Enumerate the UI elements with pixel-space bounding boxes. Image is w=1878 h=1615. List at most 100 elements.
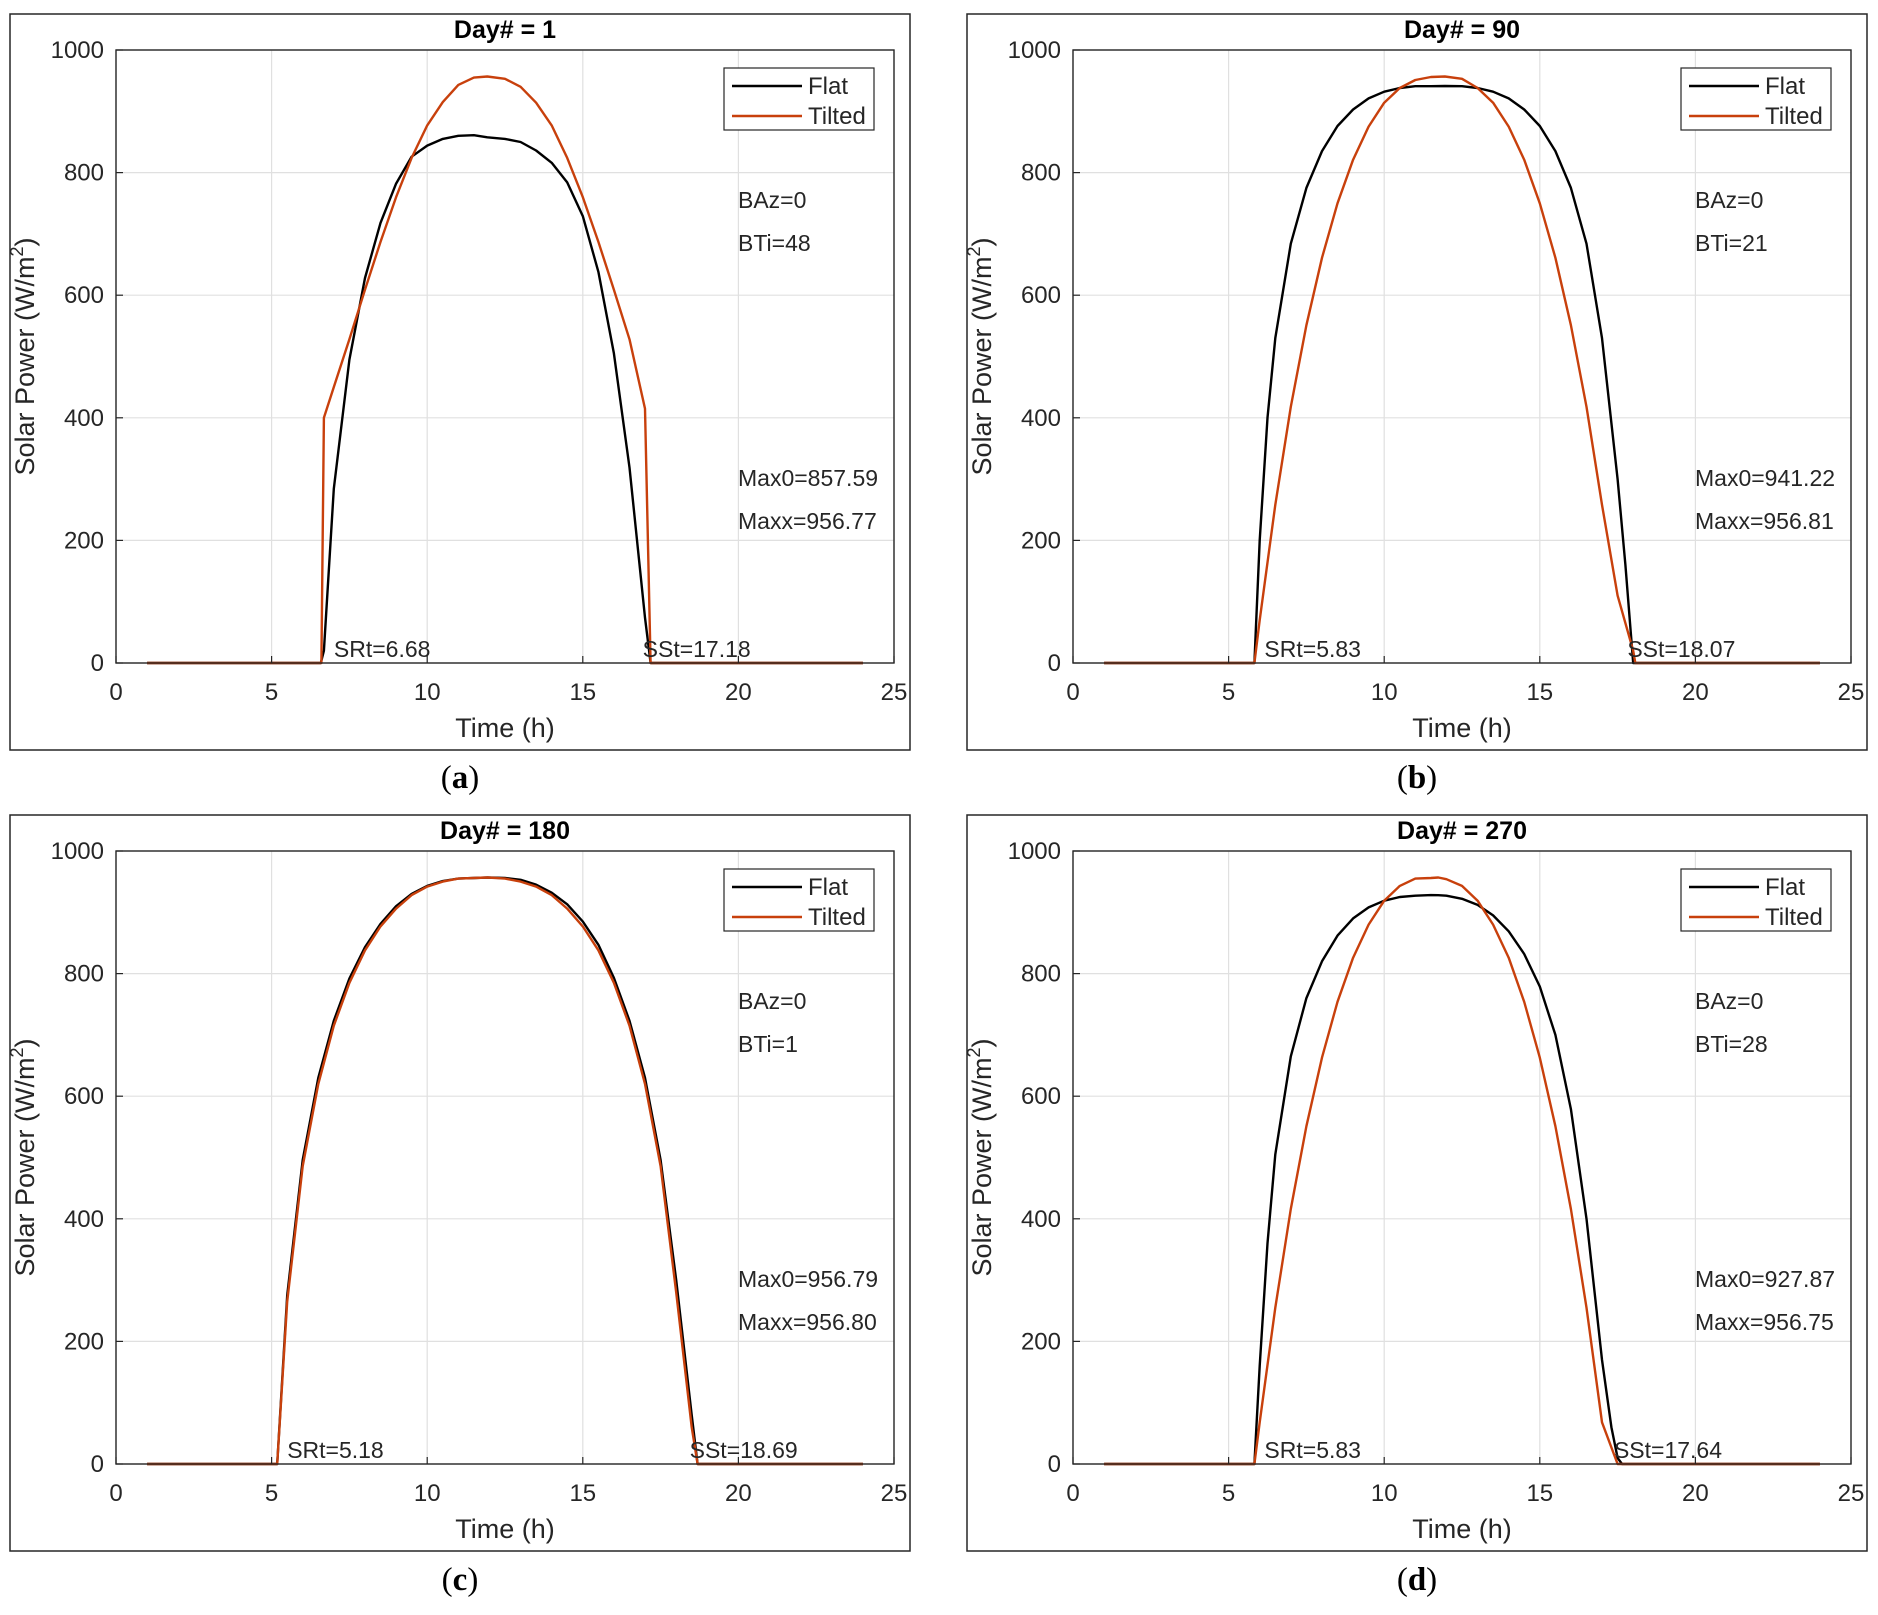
annotation-max0: Max0=941.22 xyxy=(1695,465,1835,491)
y-tick-label: 600 xyxy=(1021,1083,1061,1110)
axes-box xyxy=(115,850,895,1465)
y-axis-label: Solar Power (W/m2) xyxy=(7,1038,40,1276)
annotation-sunset: SSt=17.64 xyxy=(1614,1437,1722,1463)
legend-label-tilted: Tilted xyxy=(1765,904,1823,931)
y-axis-label: Solar Power (W/m2) xyxy=(7,237,40,475)
legend-label-flat: Flat xyxy=(808,874,848,901)
plot-area xyxy=(1073,851,1851,1464)
y-tick-label: 200 xyxy=(64,1328,104,1355)
plot-area xyxy=(116,50,894,663)
chart-title: Day# = 90 xyxy=(1404,16,1520,44)
legend-box xyxy=(723,67,875,131)
annotation-baz: BAz=0 xyxy=(738,187,806,213)
y-axis-label: Solar Power (W/m2) xyxy=(964,237,997,475)
series-line-flat xyxy=(147,133,863,665)
series-line-tilted xyxy=(147,75,863,665)
panel-a: 0 5 10 15 20 25 0 200 400 600 800 1000 Day# = 1 Time … xyxy=(7,13,911,751)
y-tick-label: 800 xyxy=(64,961,104,988)
annotation-sunrise: SRt=6.68 xyxy=(334,636,431,662)
x-tick-label: 25 xyxy=(1838,1480,1865,1507)
y-tick-label: 0 xyxy=(91,1451,104,1478)
annotation-sunset: SSt=18.69 xyxy=(690,1437,798,1463)
panel-caption: (a) xyxy=(441,760,480,796)
x-tick-label: 10 xyxy=(414,1480,441,1507)
x-axis-label: Time (h) xyxy=(1412,1514,1512,1544)
y-tick-label: 1000 xyxy=(1008,838,1061,865)
annotation-sunrise: SRt=5.83 xyxy=(1264,636,1361,662)
x-tick-label: 5 xyxy=(1222,679,1235,706)
y-tick-label: 800 xyxy=(1021,160,1061,187)
y-tick-label: 400 xyxy=(64,1206,104,1233)
series-line-flat xyxy=(1104,893,1820,1466)
panel-caption: (d) xyxy=(1397,1562,1437,1598)
x-axis-label: Time (h) xyxy=(455,713,555,743)
x-tick-label: 20 xyxy=(725,679,752,706)
y-tick-label: 600 xyxy=(64,282,104,309)
legend-box xyxy=(723,868,875,932)
chart-title: Day# = 1 xyxy=(454,16,556,44)
plot-area xyxy=(1073,50,1851,663)
x-tick-label: 20 xyxy=(1682,1480,1709,1507)
y-tick-label: 1000 xyxy=(1008,37,1061,64)
x-tick-label: 5 xyxy=(1222,1480,1235,1507)
annotation-bti: BTi=48 xyxy=(738,230,811,256)
legend-label-flat: Flat xyxy=(1765,73,1805,100)
x-axis-label: Time (h) xyxy=(1412,713,1512,743)
y-tick-label: 0 xyxy=(91,650,104,677)
annotation-bti: BTi=1 xyxy=(738,1031,798,1057)
legend-box xyxy=(1680,868,1832,932)
x-tick-label: 0 xyxy=(1066,679,1079,706)
annotation-max0: Max0=927.87 xyxy=(1695,1266,1835,1292)
y-tick-label: 800 xyxy=(64,160,104,187)
series-line-tilted xyxy=(1104,75,1820,665)
x-tick-label: 0 xyxy=(109,679,122,706)
y-tick-label: 400 xyxy=(1021,405,1061,432)
y-tick-label: 200 xyxy=(64,527,104,554)
y-tick-label: 200 xyxy=(1021,527,1061,554)
x-tick-label: 15 xyxy=(1526,1480,1553,1507)
x-axis-label: Time (h) xyxy=(455,1514,555,1544)
chart-title: Day# = 180 xyxy=(440,817,570,845)
annotation-max0: Max0=857.59 xyxy=(738,465,878,491)
x-tick-label: 25 xyxy=(1838,679,1865,706)
panel-d: 0 5 10 15 20 25 0 200 400 600 800 1000 Day# = 270 Tim… xyxy=(964,814,1868,1552)
annotation-bti: BTi=28 xyxy=(1695,1031,1768,1057)
x-tick-label: 20 xyxy=(1682,679,1709,706)
annotation-baz: BAz=0 xyxy=(1695,187,1763,213)
legend: Flat Tilted xyxy=(723,67,875,131)
series-line-tilted xyxy=(147,876,863,1466)
annotation-sunset: SSt=17.18 xyxy=(643,636,751,662)
legend-label-tilted: Tilted xyxy=(808,904,866,931)
axes-box xyxy=(1072,850,1852,1465)
panel-caption: (c) xyxy=(442,1562,479,1598)
y-tick-label: 600 xyxy=(64,1083,104,1110)
annotation-maxx: Maxx=956.77 xyxy=(738,508,877,534)
chart-title: Day# = 270 xyxy=(1397,817,1527,845)
panel-caption: (b) xyxy=(1397,760,1437,796)
legend-label-tilted: Tilted xyxy=(1765,103,1823,130)
legend: Flat Tilted xyxy=(723,868,875,932)
annotation-sunset: SSt=18.07 xyxy=(1627,636,1735,662)
y-tick-label: 1000 xyxy=(51,37,104,64)
axes-box xyxy=(1072,49,1852,664)
x-tick-label: 15 xyxy=(569,679,596,706)
panel-c: 0 5 10 15 20 25 0 200 400 600 800 1000 Day# = 180 Tim… xyxy=(7,814,911,1552)
x-tick-label: 5 xyxy=(265,1480,278,1507)
x-tick-label: 15 xyxy=(1526,679,1553,706)
annotation-maxx: Maxx=956.80 xyxy=(738,1309,877,1335)
annotation-maxx: Maxx=956.75 xyxy=(1695,1309,1834,1335)
y-tick-label: 400 xyxy=(64,405,104,432)
legend-label-flat: Flat xyxy=(1765,874,1805,901)
legend-box xyxy=(1680,67,1832,131)
x-tick-label: 25 xyxy=(881,679,908,706)
y-tick-label: 0 xyxy=(1048,1451,1061,1478)
x-tick-label: 10 xyxy=(414,679,441,706)
y-axis-label: Solar Power (W/m2) xyxy=(964,1038,997,1276)
annotation-sunrise: SRt=5.18 xyxy=(287,1437,384,1463)
y-tick-label: 1000 xyxy=(51,838,104,865)
x-tick-label: 0 xyxy=(1066,1480,1079,1507)
panel-b: 0 5 10 15 20 25 0 200 400 600 800 1000 Day# = 90 Time… xyxy=(964,13,1868,751)
x-tick-label: 5 xyxy=(265,679,278,706)
x-tick-label: 10 xyxy=(1371,679,1398,706)
